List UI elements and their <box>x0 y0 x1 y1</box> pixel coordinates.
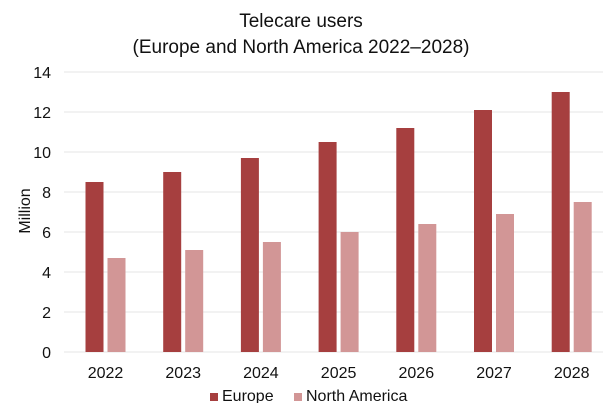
x-axis-ticks: 2022 2023 2024 2025 2026 2027 2028 <box>88 365 590 382</box>
legend-swatch-europe <box>210 393 218 401</box>
x-tick-label: 2027 <box>476 365 512 382</box>
y-axis-title: Million <box>17 188 34 233</box>
bar-europe-2023 <box>163 172 182 352</box>
y-tick-label: 2 <box>42 305 51 322</box>
y-tick-label: 14 <box>33 65 51 82</box>
x-tick-label: 2022 <box>88 365 124 382</box>
bar-north-america-2024 <box>262 242 281 352</box>
chart-subtitle: (Europe and North America 2022–2028) <box>133 37 470 58</box>
bar-north-america-2022 <box>107 258 126 352</box>
x-tick-label: 2024 <box>243 365 279 382</box>
x-tick-label: 2026 <box>399 365 435 382</box>
bar-europe-2026 <box>396 128 415 352</box>
bar-north-america-2025 <box>340 232 359 352</box>
bar-europe-2022 <box>85 182 104 352</box>
bar-north-america-2027 <box>496 214 514 352</box>
y-tick-label: 12 <box>33 105 51 122</box>
bars <box>85 92 592 352</box>
legend-label: Europe <box>222 388 274 403</box>
x-tick-label: 2025 <box>321 365 357 382</box>
y-tick-label: 10 <box>33 145 51 162</box>
bar-north-america-2028 <box>573 202 592 352</box>
bar-north-america-2023 <box>185 250 204 352</box>
x-tick-label: 2028 <box>554 365 590 382</box>
bar-europe-2024 <box>240 158 259 352</box>
y-tick-label: 4 <box>42 265 51 282</box>
bar-europe-2027 <box>474 110 492 352</box>
legend: Europe North America <box>210 388 407 403</box>
bar-north-america-2026 <box>418 224 437 352</box>
y-tick-label: 0 <box>42 345 51 362</box>
x-tick-label: 2023 <box>165 365 201 382</box>
y-axis-ticks: 0 2 4 6 8 10 12 14 <box>33 65 51 362</box>
legend-swatch-north-america <box>294 393 302 401</box>
bar-europe-2025 <box>318 142 337 352</box>
chart-title: Telecare users <box>239 11 363 32</box>
legend-label: North America <box>306 388 407 403</box>
bar-europe-2028 <box>551 92 570 352</box>
y-tick-label: 6 <box>42 225 51 242</box>
y-tick-label: 8 <box>42 185 51 202</box>
